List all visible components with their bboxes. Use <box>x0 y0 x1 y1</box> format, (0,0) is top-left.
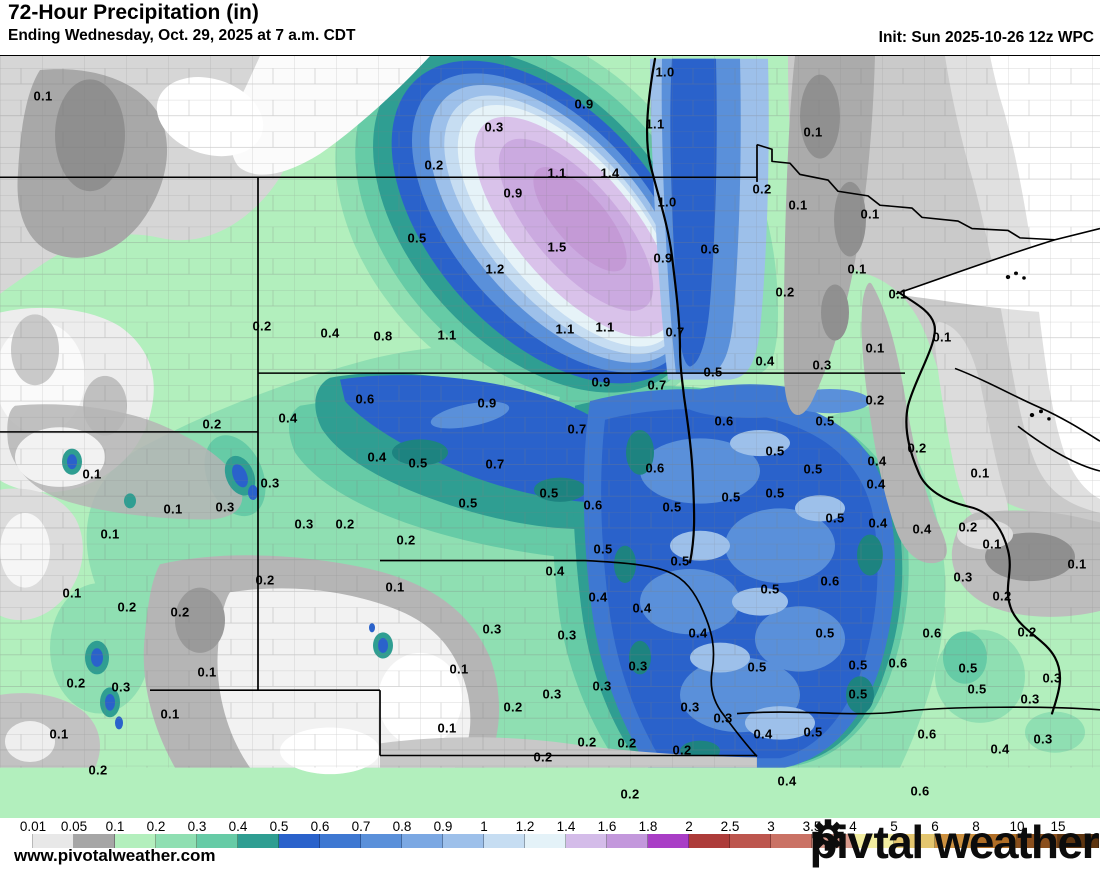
colorbar-segment <box>320 834 361 848</box>
colorbar-tick-label: 4 <box>849 819 857 834</box>
colorbar-segment <box>279 834 320 848</box>
colorbar-segment <box>853 834 894 848</box>
colorbar-tick-label: 0.1 <box>105 819 125 834</box>
colorbar-segment <box>484 834 525 848</box>
colorbar-tick-label: 6 <box>931 819 939 834</box>
header: 72-Hour Precipitation (in) Ending Wednes… <box>0 0 1100 54</box>
brand-watermark: piv tal weather <box>809 816 1100 868</box>
colorbar-tick-label: 0.6 <box>310 819 330 834</box>
precip-map: 0.1 1.0 0.9 1.1 0.3 0.1 0.2 1.1 1.4 0.9 1.0 0.2 0.1 0… <box>0 55 1100 868</box>
colorbar-tick-label: 8 <box>972 819 980 834</box>
colorbar-segment <box>1058 834 1099 848</box>
colorbar-segment <box>689 834 730 848</box>
colorbar-tick-label: 0.3 <box>187 819 207 834</box>
colorbar-tick-label: 0.9 <box>433 819 453 834</box>
colorbar-segment <box>197 834 238 848</box>
colorbar-segment <box>402 834 443 848</box>
colorbar-segment <box>771 834 812 848</box>
colorbar-segment <box>33 834 74 848</box>
brand-text-end: weather <box>934 816 1100 868</box>
colorbar-tick-label: 2.5 <box>720 819 740 834</box>
colorbar-tick-label: 0.01 <box>19 819 47 834</box>
colorbar-segment <box>566 834 607 848</box>
colorbar-tick-label: 10 <box>1009 819 1025 834</box>
colorbar-tick-label: 0.05 <box>60 819 88 834</box>
colorbar-tick-label: 1.8 <box>638 819 658 834</box>
colorbar-tick-label: 0.4 <box>228 819 248 834</box>
colorbar-tick-label: 3.5 <box>802 819 822 834</box>
map-canvas <box>0 56 1100 775</box>
colorbar-segment <box>607 834 648 848</box>
colorbar-footer: 0.01 0.05 0.1 0.2 0.3 0.4 0.5 0.6 0.7 0.8 0.9 1 1.2 1… <box>0 818 1100 850</box>
colorbar-segment <box>525 834 566 848</box>
colorbar-tick-label: 1 <box>480 819 488 834</box>
colorbar-tick-label: 0.2 <box>146 819 166 834</box>
colorbar-segment <box>443 834 484 848</box>
colorbar-segment <box>20 834 33 848</box>
colorbar-segment <box>115 834 156 848</box>
colorbar-segment <box>935 834 976 848</box>
colorbar-tick-label: 1.2 <box>515 819 535 834</box>
map-title: 72-Hour Precipitation (in) <box>8 1 259 24</box>
colorbar-tick-label: 0.8 <box>392 819 412 834</box>
colorbar-tick-label: 0.5 <box>269 819 289 834</box>
colorbar-tick-label: 5 <box>890 819 898 834</box>
colorbar-segment <box>1017 834 1058 848</box>
colorbar-segment <box>648 834 689 848</box>
river-borders <box>645 57 1062 715</box>
colorbar-segment <box>361 834 402 848</box>
county-grid <box>0 56 1100 768</box>
colorbar <box>20 834 1099 848</box>
site-url-watermark: www.pivotalweather.com <box>14 846 216 865</box>
colorbar-tick-label: 1.4 <box>556 819 576 834</box>
colorbar-tick-label: 15 <box>1050 819 1066 834</box>
colorbar-segment <box>976 834 1017 848</box>
model-init-label: Init: Sun 2025-10-26 12z WPC <box>878 29 1094 46</box>
colorbar-tick-label: 0.7 <box>351 819 371 834</box>
colorbar-segment <box>238 834 279 848</box>
colorbar-segment <box>156 834 197 848</box>
colorbar-ticks: 0.01 0.05 0.1 0.2 0.3 0.4 0.5 0.6 0.7 0.8 0.9 1 1.2 1… <box>0 818 1100 834</box>
colorbar-tick-label: 1.6 <box>597 819 617 834</box>
colorbar-tick-label: 3 <box>767 819 775 834</box>
brand-text-mid: tal <box>873 816 924 868</box>
colorbar-segment <box>730 834 771 848</box>
colorbar-segment <box>74 834 115 848</box>
colorbar-tick-label: 2 <box>685 819 693 834</box>
map-valid-time: Ending Wednesday, Oct. 29, 2025 at 7 a.m… <box>8 27 356 44</box>
colorbar-segment <box>894 834 935 848</box>
state-borders <box>0 143 1100 757</box>
